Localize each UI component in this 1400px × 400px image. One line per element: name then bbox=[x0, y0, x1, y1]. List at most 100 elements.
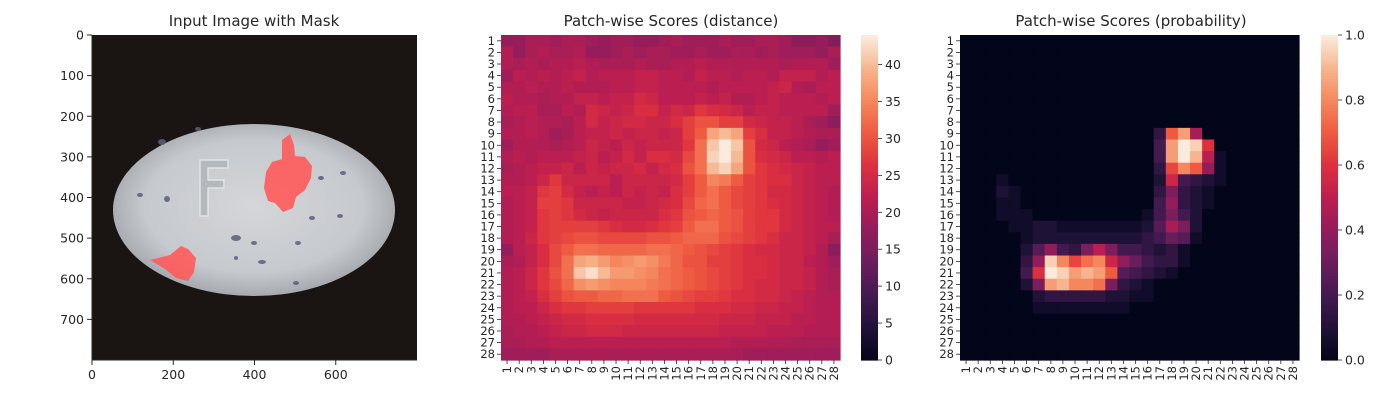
heatmap-cell bbox=[561, 209, 575, 222]
heatmap-cell bbox=[1117, 174, 1131, 187]
colorbar-segment bbox=[861, 292, 878, 296]
heatmap-cell bbox=[1262, 348, 1276, 361]
colorbar-segment bbox=[1321, 308, 1338, 312]
heatmap-cell bbox=[1129, 278, 1143, 291]
heatmap-cell bbox=[537, 116, 551, 129]
colorbar-segment bbox=[861, 118, 878, 123]
heatmap-cell bbox=[1068, 348, 1082, 361]
heatmap-cell bbox=[1093, 174, 1106, 187]
heatmap-cell bbox=[1286, 267, 1300, 280]
heatmap-cell bbox=[597, 35, 611, 48]
colorbar-segment bbox=[861, 202, 878, 207]
heatmap-cell bbox=[549, 162, 563, 175]
heatmap-cell bbox=[513, 209, 526, 222]
colorbar-segment bbox=[1321, 83, 1338, 88]
heatmap-cell bbox=[1214, 162, 1227, 175]
heatmap-cell bbox=[1202, 220, 1215, 233]
heatmap-cell bbox=[1226, 104, 1240, 117]
heatmap-cell bbox=[718, 35, 732, 48]
y-tick-label: 0 bbox=[76, 28, 84, 43]
colorbar-segment bbox=[1321, 105, 1338, 109]
heatmap-cell bbox=[694, 336, 708, 349]
colorbar-segment bbox=[1321, 97, 1338, 101]
heatmap-cell bbox=[791, 290, 805, 303]
colorbar-segment bbox=[861, 208, 878, 212]
heatmap-cell bbox=[609, 325, 623, 338]
heatmap-cell bbox=[1129, 151, 1143, 164]
heatmap-cell bbox=[1081, 174, 1094, 187]
heatmap-cell bbox=[1056, 81, 1070, 94]
heatmap-cell bbox=[1032, 127, 1046, 141]
heatmap-cell bbox=[694, 162, 708, 175]
colorbar-segment bbox=[1321, 194, 1338, 199]
heatmap-cell bbox=[984, 58, 997, 71]
heatmap-cell bbox=[1262, 185, 1276, 199]
heatmap-cell bbox=[1020, 185, 1034, 199]
heatmap-cell bbox=[658, 197, 672, 210]
heatmap-cell bbox=[791, 220, 805, 233]
heatmap-cell bbox=[501, 69, 514, 83]
heatmap-cell bbox=[1286, 93, 1300, 106]
heatmap-cell bbox=[549, 185, 563, 199]
colorbar-segment bbox=[861, 335, 878, 339]
colorbar-segment bbox=[861, 59, 878, 63]
heatmap-cell bbox=[791, 139, 805, 152]
heatmap-cell bbox=[743, 336, 756, 349]
heatmap-cell bbox=[1129, 58, 1143, 71]
heatmap-cell bbox=[996, 93, 1010, 106]
heatmap-cell bbox=[658, 220, 672, 233]
heatmap-cell bbox=[767, 336, 781, 349]
colorbar-segment bbox=[1321, 186, 1338, 190]
colorbar-segment bbox=[1321, 300, 1338, 304]
heatmap-cell bbox=[1081, 58, 1094, 71]
heatmap-cell bbox=[622, 325, 635, 338]
heatmap-cell bbox=[694, 243, 708, 257]
probability-colorbar: 0.00.20.40.60.81.0 bbox=[1321, 28, 1365, 368]
heatmap-cell bbox=[609, 127, 623, 141]
heatmap-cell bbox=[1250, 104, 1264, 117]
heatmap-cell bbox=[1056, 162, 1070, 175]
heatmap-cell bbox=[1165, 278, 1179, 291]
colorbar-segment bbox=[861, 240, 878, 245]
heatmap-cell bbox=[597, 139, 611, 152]
heatmap-cell bbox=[1105, 197, 1118, 210]
heatmap-cell bbox=[827, 278, 841, 291]
y-tick-label: 14 bbox=[480, 185, 495, 199]
colorbar-segment bbox=[1321, 75, 1338, 79]
heatmap-cell bbox=[827, 151, 841, 164]
heatmap-cell bbox=[743, 151, 756, 164]
heatmap-cell bbox=[1008, 139, 1022, 152]
heatmap-cell bbox=[1020, 348, 1034, 361]
heatmap-cell bbox=[718, 151, 732, 164]
heatmap-cell bbox=[960, 104, 973, 117]
heatmap-cell bbox=[827, 197, 841, 210]
y-tick-label: 8 bbox=[947, 115, 954, 129]
heatmap-cell bbox=[1008, 336, 1022, 349]
heatmap-cell bbox=[585, 58, 599, 71]
heatmap-cell bbox=[803, 197, 817, 210]
heatmap-cell bbox=[1286, 35, 1300, 48]
heatmap-cell bbox=[1274, 46, 1288, 59]
heatmap-cell bbox=[682, 151, 696, 164]
heatmap-cell bbox=[1165, 116, 1179, 129]
colorbar-segment bbox=[861, 116, 878, 120]
heatmap-cell bbox=[972, 151, 985, 164]
heatmap-cell bbox=[525, 290, 538, 303]
heatmap-cell bbox=[561, 69, 575, 83]
heatmap-cell bbox=[585, 127, 599, 141]
heatmap-cell bbox=[1190, 209, 1203, 222]
colorbar-segment bbox=[1321, 349, 1338, 353]
heatmap-cell bbox=[1214, 267, 1227, 280]
heatmap-cell bbox=[634, 325, 647, 338]
heatmap-cell bbox=[682, 35, 696, 48]
heatmap-cell bbox=[670, 220, 684, 233]
heatmap-cell bbox=[1008, 255, 1022, 268]
heatmap-cell bbox=[658, 151, 672, 164]
heatmap-cell bbox=[1008, 220, 1022, 233]
heatmap-cell bbox=[1141, 127, 1155, 141]
heatmap-cell bbox=[573, 93, 587, 106]
heatmap-cell bbox=[718, 255, 732, 268]
heatmap-cell bbox=[984, 336, 997, 349]
heatmap-cell bbox=[525, 35, 538, 48]
heatmap-cell bbox=[573, 46, 587, 59]
